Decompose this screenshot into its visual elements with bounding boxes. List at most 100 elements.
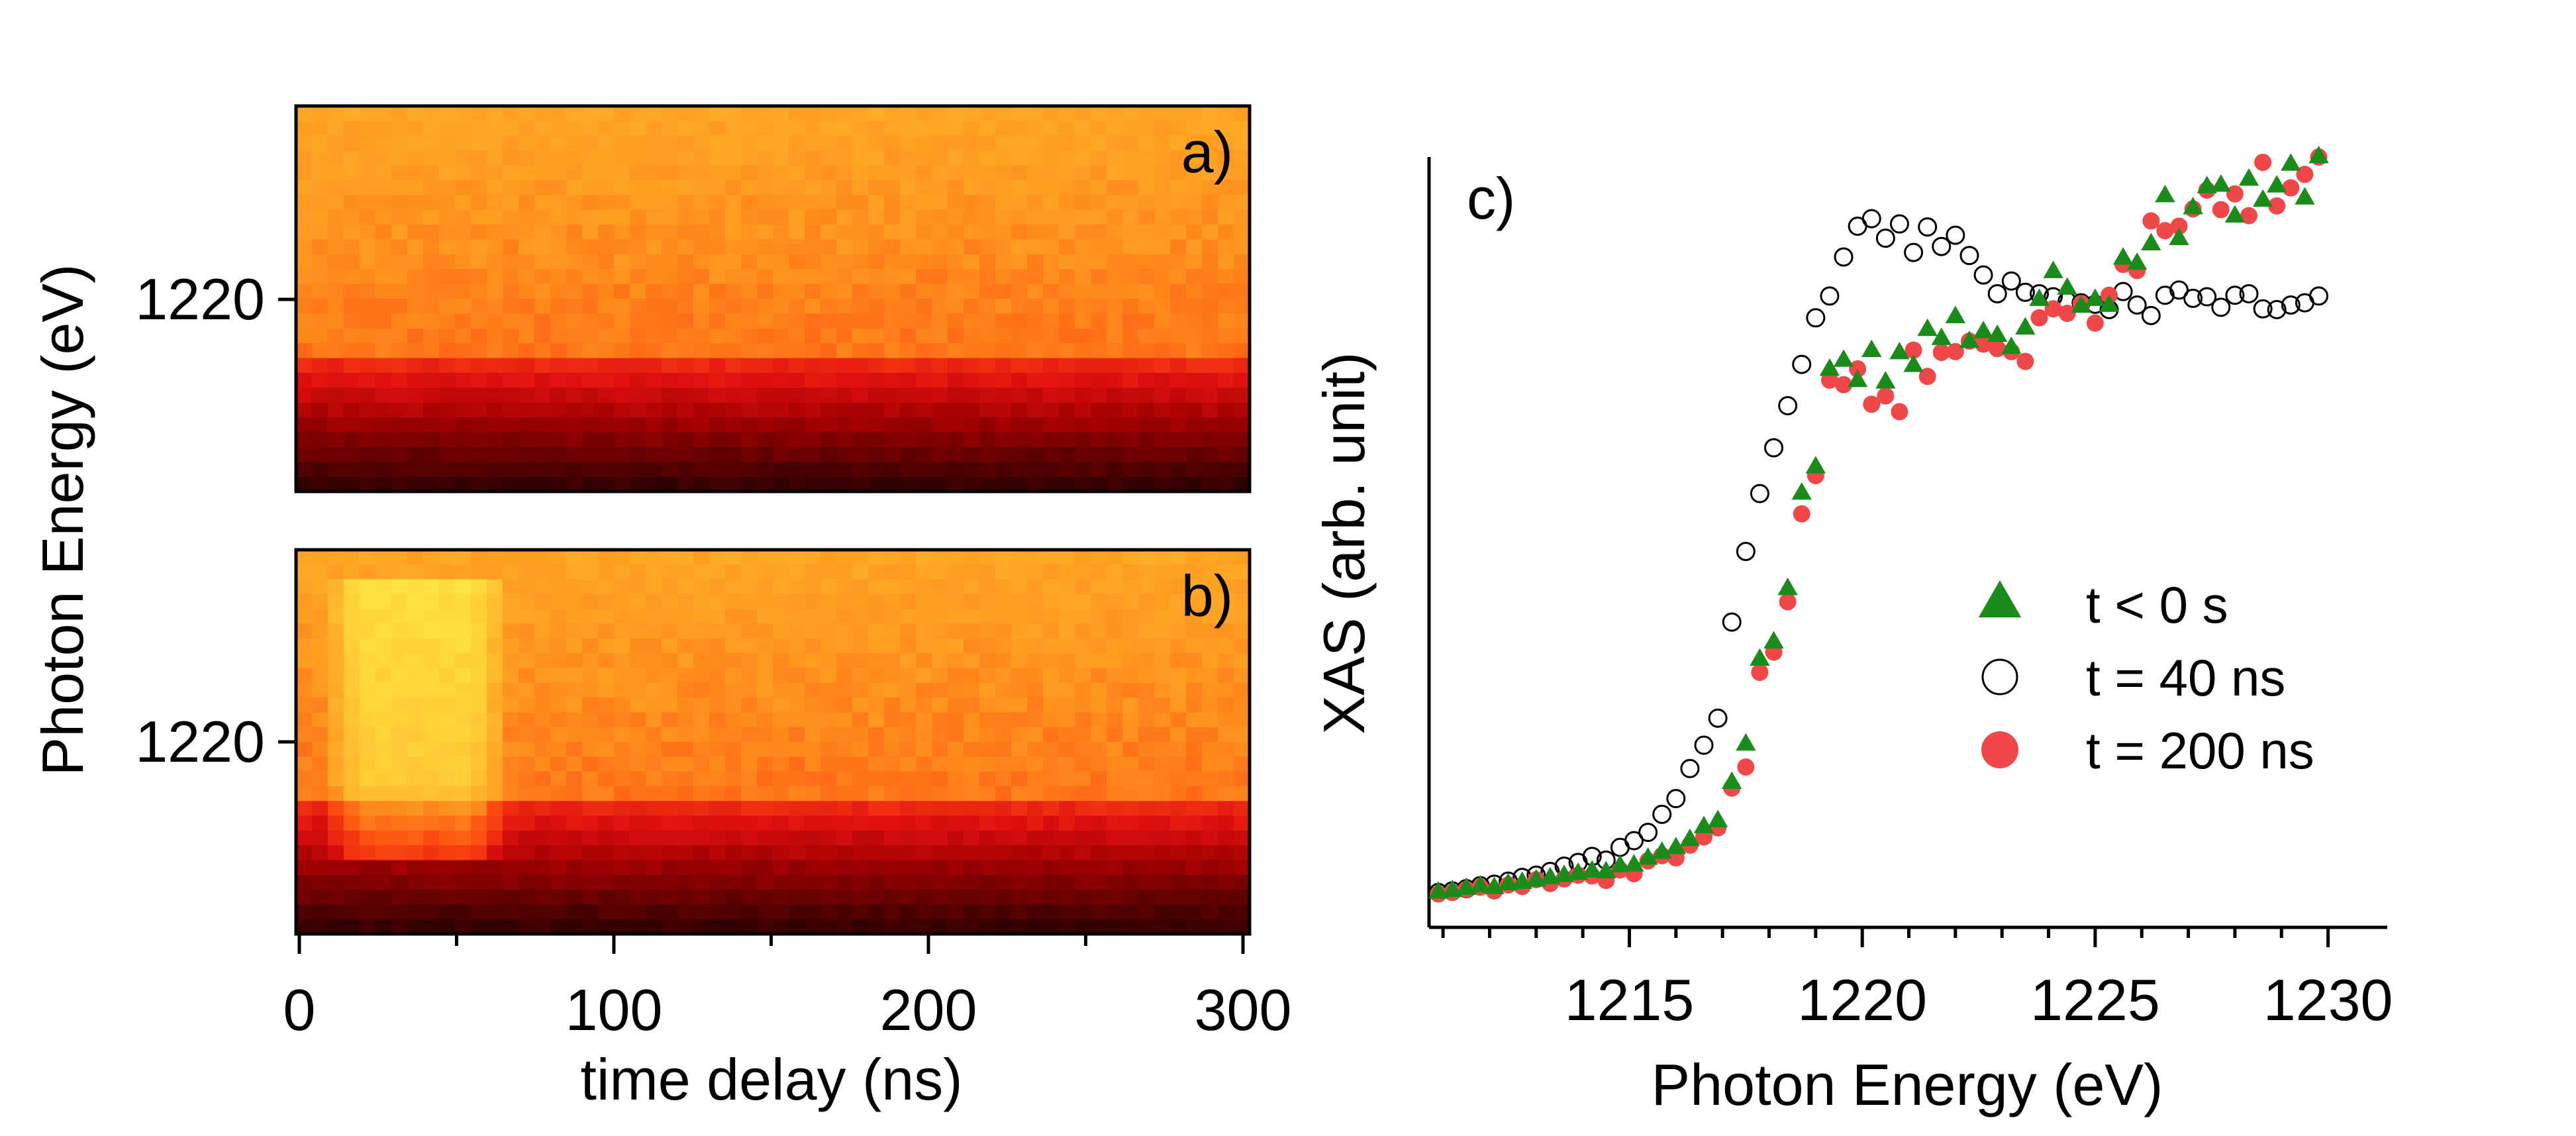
heatmap-cell: [805, 697, 821, 713]
heatmap-cell: [932, 845, 948, 861]
heatmap-cell: [1075, 313, 1091, 329]
heatmap-cell: [1091, 121, 1107, 136]
heatmap-cell: [1027, 417, 1044, 433]
heatmap-cell: [391, 476, 408, 492]
heatmap-cell: [614, 446, 630, 462]
heatmap-cell: [471, 417, 487, 433]
xas-data-points: [1428, 146, 2329, 903]
heatmap-cell: [805, 860, 821, 876]
heatmap-cell: [995, 742, 1012, 757]
heatmap-cell: [1138, 254, 1155, 270]
heatmap-cell: [519, 742, 535, 757]
heatmap-cell: [1059, 225, 1075, 240]
heatmap-cell: [725, 771, 742, 787]
heatmap-cell: [1186, 387, 1203, 403]
heatmap-cell: [407, 756, 424, 772]
heatmap-cell: [964, 874, 980, 890]
heatmap-cell: [725, 579, 742, 595]
heatmap-cell: [582, 195, 599, 211]
heatmap-cell: [1234, 771, 1250, 787]
heatmap-cell: [375, 550, 392, 565]
heatmap-cell: [789, 727, 805, 743]
heatmap-cell: [582, 815, 599, 831]
heatmap-cell: [646, 609, 662, 625]
heatmap-cell: [646, 284, 662, 299]
heatmap-cell: [312, 712, 328, 728]
heatmap-cell: [1138, 712, 1155, 728]
heatmap-cell: [868, 904, 885, 920]
heatmap-cell: [995, 476, 1012, 492]
heatmap-cell: [677, 564, 694, 580]
heatmap-cell: [1234, 180, 1250, 195]
heatmap-cell: [582, 727, 599, 743]
heatmap-cell: [375, 594, 392, 609]
xas-point-series-1: [1959, 246, 1979, 266]
heatmap-cell: [1202, 564, 1218, 580]
heatmap-cell: [439, 638, 456, 654]
heatmap-cell: [423, 653, 440, 669]
heatmap-cell: [836, 299, 853, 314]
heatmap-cell: [582, 756, 599, 772]
heatmap-cell: [757, 830, 773, 846]
heatmap-cell: [630, 579, 646, 595]
heatmap-cell: [836, 653, 853, 669]
heatmap-cell: [1107, 387, 1123, 403]
heatmap-cell: [677, 771, 694, 787]
heatmap-cell: [534, 476, 551, 492]
heatmap-cell: [805, 135, 821, 151]
heatmap-cell: [773, 815, 789, 831]
heatmap-cell: [1027, 106, 1044, 121]
heatmap-cell: [979, 874, 996, 890]
xas-point-series-2: [1849, 360, 1867, 378]
heatmap-cell: [391, 845, 408, 861]
heatmap-cell: [360, 874, 376, 890]
heatmap-cell: [884, 195, 901, 211]
heatmap-cell: [773, 476, 789, 492]
heatmap-cell: [1043, 446, 1060, 462]
heatmap-cell: [534, 180, 551, 195]
heatmap-cell: [757, 815, 773, 831]
heatmap-cell: [487, 446, 503, 462]
heatmap-cell: [614, 165, 630, 181]
heatmap-cell: [375, 135, 392, 151]
heatmap-cell: [455, 579, 471, 595]
heatmap-cell: [423, 372, 440, 388]
heatmap-cell: [1234, 550, 1250, 565]
heatmap-cell: [646, 594, 662, 609]
heatmap-cell: [709, 269, 726, 285]
heatmap-cell: [868, 358, 885, 374]
heatmap-cell: [709, 815, 726, 831]
heatmap-cell: [741, 254, 758, 270]
heatmap-cell: [407, 417, 424, 433]
heatmap-cell: [407, 919, 424, 935]
heatmap-cell: [693, 712, 710, 728]
heatmap-cell: [1186, 269, 1203, 285]
heatmap-cell: [423, 801, 440, 817]
heatmap-cell: [836, 358, 853, 374]
heatmap-cell: [328, 417, 344, 433]
xas-x-axis-title: Photon Energy (eV): [1652, 1052, 2163, 1117]
heatmap-cell: [820, 284, 837, 299]
heatmap-cell: [455, 209, 471, 225]
heatmap-cell: [741, 609, 758, 625]
heatmap-cell: [1154, 180, 1171, 195]
heatmap-cell: [1154, 239, 1171, 255]
heatmap-cell: [534, 786, 551, 801]
heatmap-cell: [550, 313, 567, 329]
heatmap-cell: [344, 284, 360, 299]
heatmap-cell: [1075, 682, 1091, 698]
xas-point-series-1: [2225, 285, 2245, 305]
heatmap-cell: [519, 874, 535, 890]
heatmap-cell: [916, 712, 932, 728]
heatmap-cell: [868, 328, 885, 344]
heatmap-cell: [725, 372, 742, 388]
xas-point-series-2: [2142, 212, 2160, 230]
heatmap-cell: [741, 697, 758, 713]
heatmap-cell: [725, 269, 742, 285]
heatmap-cell: [630, 387, 646, 403]
heatmap-cell: [1234, 343, 1250, 359]
heatmap-cell: [646, 135, 662, 151]
heatmap-cell: [1107, 476, 1123, 492]
heatmap-cell: [820, 550, 837, 565]
